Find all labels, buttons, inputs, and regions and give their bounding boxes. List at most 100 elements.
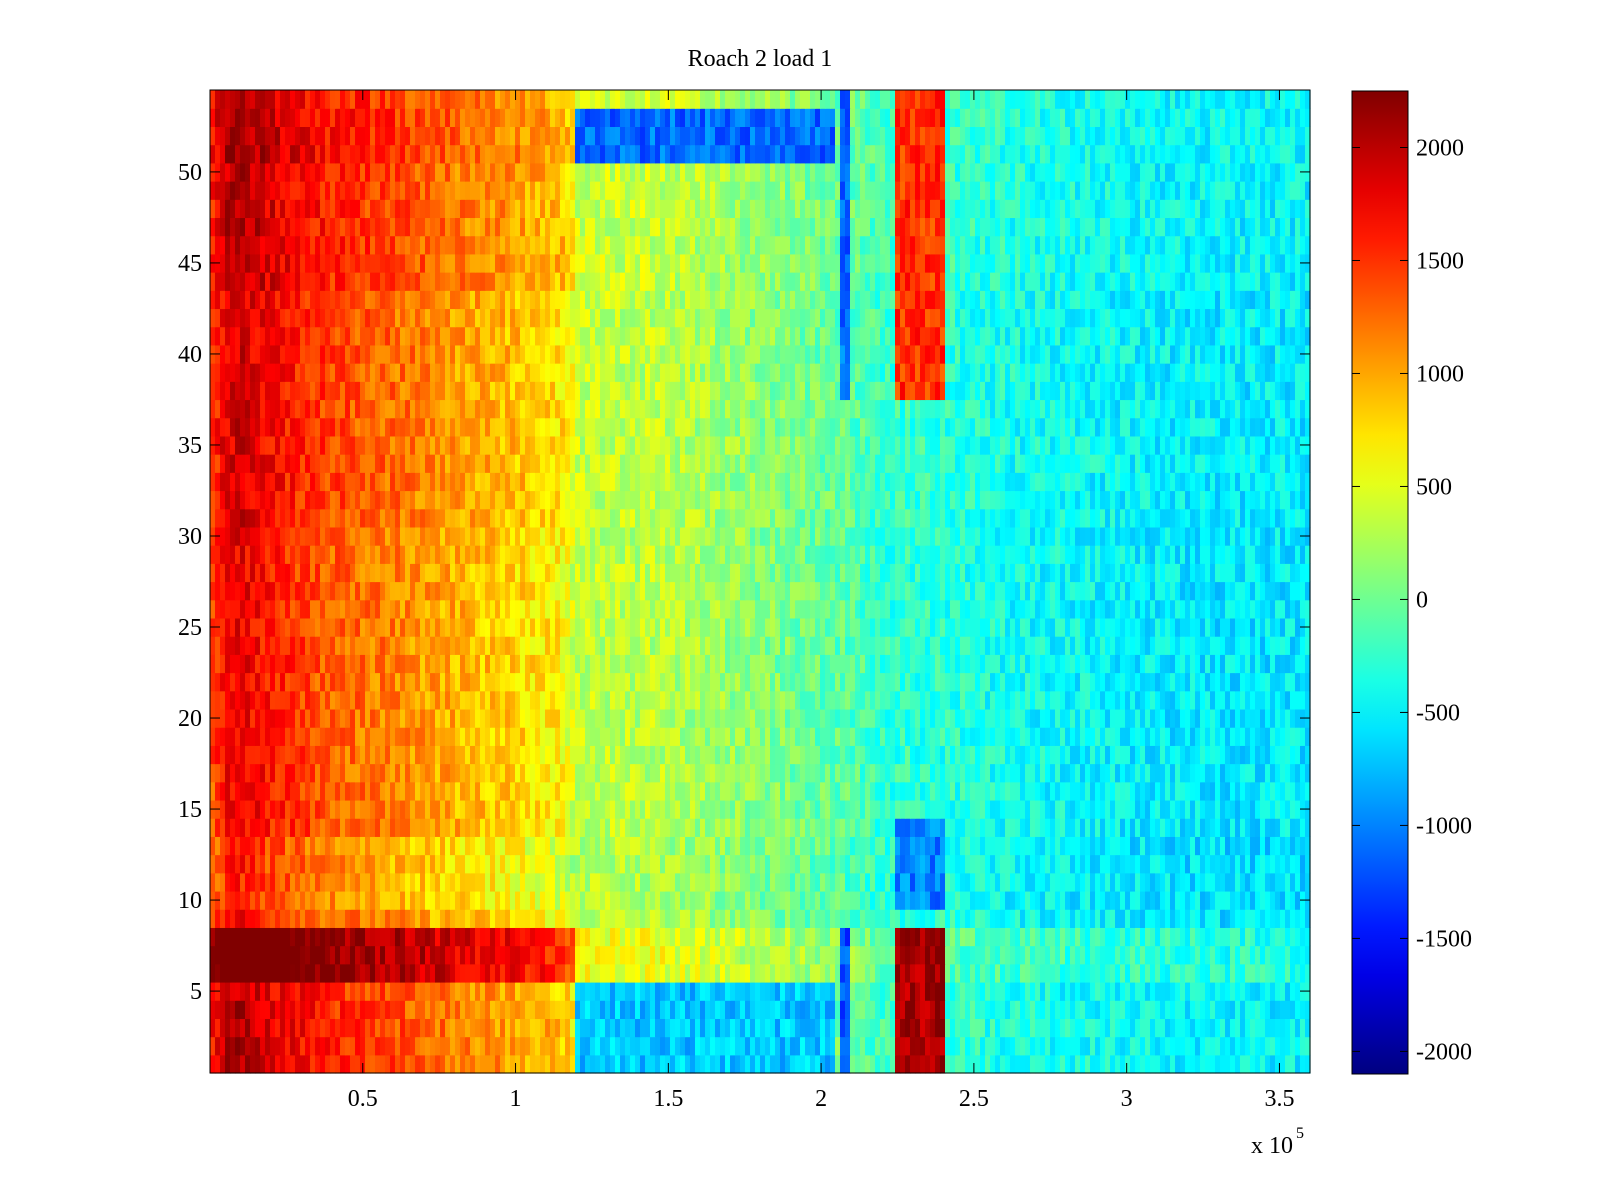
heatmap-cell: [520, 654, 526, 674]
heatmap-cell: [1280, 818, 1286, 837]
heatmap-cell: [310, 981, 316, 1001]
heatmap-cell: [1070, 781, 1076, 801]
heatmap-cell: [485, 945, 491, 965]
heatmap-cell: [410, 927, 416, 947]
heatmap-cell: [1090, 963, 1096, 983]
heatmap-cell: [530, 872, 536, 892]
heatmap-cell: [625, 672, 631, 692]
heatmap-cell: [590, 763, 596, 783]
heatmap-cell: [1280, 727, 1286, 746]
heatmap-cell: [440, 854, 446, 874]
heatmap-cell: [835, 836, 841, 856]
heatmap-cell: [820, 890, 826, 910]
heatmap-cell: [1265, 1036, 1271, 1056]
heatmap-cell: [505, 727, 511, 746]
heatmap-cell: [475, 890, 481, 910]
heatmap-cell: [1245, 1018, 1251, 1038]
heatmap-cell: [240, 654, 246, 674]
heatmap-cell: [860, 927, 866, 947]
heatmap-cell: [630, 818, 636, 837]
heatmap-cell: [790, 763, 796, 783]
heatmap-cell: [425, 945, 431, 965]
heatmap-cell: [540, 836, 546, 856]
heatmap-cell: [705, 763, 711, 783]
heatmap-cell: [410, 781, 416, 801]
heatmap-cell: [1235, 963, 1241, 983]
heatmap-cell: [980, 654, 986, 674]
heatmap-cell: [805, 708, 811, 728]
heatmap-cell: [310, 781, 316, 801]
heatmap-cell: [1080, 763, 1086, 783]
heatmap-cell: [590, 1000, 596, 1019]
heatmap-cell: [645, 672, 651, 692]
heatmap-cell: [1175, 1018, 1181, 1038]
heatmap-cell: [870, 981, 876, 1001]
heatmap-cell: [610, 1018, 616, 1038]
heatmap-cell: [1190, 963, 1196, 983]
heatmap-cell: [730, 927, 736, 947]
heatmap-cell: [745, 799, 751, 819]
heatmap-cell: [520, 708, 526, 728]
heatmap-cell: [415, 781, 421, 801]
heatmap-cell: [1195, 854, 1201, 874]
heatmap-cell: [330, 799, 336, 819]
heatmap-cell: [900, 654, 906, 674]
heatmap-cell: [700, 909, 706, 928]
heatmap-cell: [525, 854, 531, 874]
heatmap-cell: [750, 781, 756, 801]
heatmap-cell: [650, 890, 656, 910]
heatmap-cell: [650, 872, 656, 892]
heatmap-cell: [395, 854, 401, 874]
heatmap-cell: [1155, 854, 1161, 874]
heatmap-cell: [1035, 854, 1041, 874]
heatmap-cell: [220, 1000, 226, 1019]
heatmap-cell: [970, 727, 976, 746]
heatmap-cell: [240, 890, 246, 910]
heatmap-cell: [475, 1018, 481, 1038]
heatmap-cell: [550, 763, 556, 783]
heatmap-cell: [935, 799, 941, 819]
heatmap-cell: [470, 654, 476, 674]
heatmap-cell: [790, 927, 796, 947]
heatmap-cell: [565, 708, 571, 728]
heatmap-cell: [355, 727, 361, 746]
heatmap-cell: [1210, 890, 1216, 910]
heatmap-cell: [885, 1036, 891, 1056]
heatmap-cell: [335, 799, 341, 819]
heatmap-cell: [330, 818, 336, 837]
heatmap-cell: [355, 981, 361, 1001]
heatmap-cell: [1240, 1036, 1246, 1056]
heatmap-cell: [415, 963, 421, 983]
heatmap-cell: [550, 1054, 556, 1074]
heatmap-cell: [315, 654, 321, 674]
heatmap-cell: [1165, 945, 1171, 965]
heatmap-cell: [510, 981, 516, 1001]
heatmap-cell: [1260, 818, 1266, 837]
heatmap-cell: [970, 690, 976, 710]
heatmap-cell: [1230, 1000, 1236, 1019]
heatmap-cell: [550, 909, 556, 928]
heatmap-cell: [725, 854, 731, 874]
heatmap-cell: [1075, 745, 1081, 765]
heatmap-cell: [1025, 872, 1031, 892]
heatmap-cell: [535, 963, 541, 983]
heatmap-cell: [910, 1054, 916, 1074]
heatmap-cell: [1120, 745, 1126, 765]
heatmap-cell: [320, 727, 326, 746]
heatmap-cell: [765, 927, 771, 947]
heatmap-cell: [510, 745, 516, 765]
heatmap-cell: [695, 781, 701, 801]
heatmap-cell: [735, 945, 741, 965]
heatmap-cell: [1260, 799, 1266, 819]
heatmap-cell: [380, 654, 386, 674]
heatmap-cell: [1100, 799, 1106, 819]
heatmap-cell: [620, 909, 626, 928]
heatmap-cell: [315, 1036, 321, 1056]
heatmap-cell: [1230, 818, 1236, 837]
heatmap-cell: [265, 690, 271, 710]
heatmap-cell: [785, 654, 791, 674]
heatmap-cell: [1075, 854, 1081, 874]
heatmap-cell: [1275, 1018, 1281, 1038]
heatmap-cell: [1135, 890, 1141, 910]
heatmap-cell: [1170, 708, 1176, 728]
